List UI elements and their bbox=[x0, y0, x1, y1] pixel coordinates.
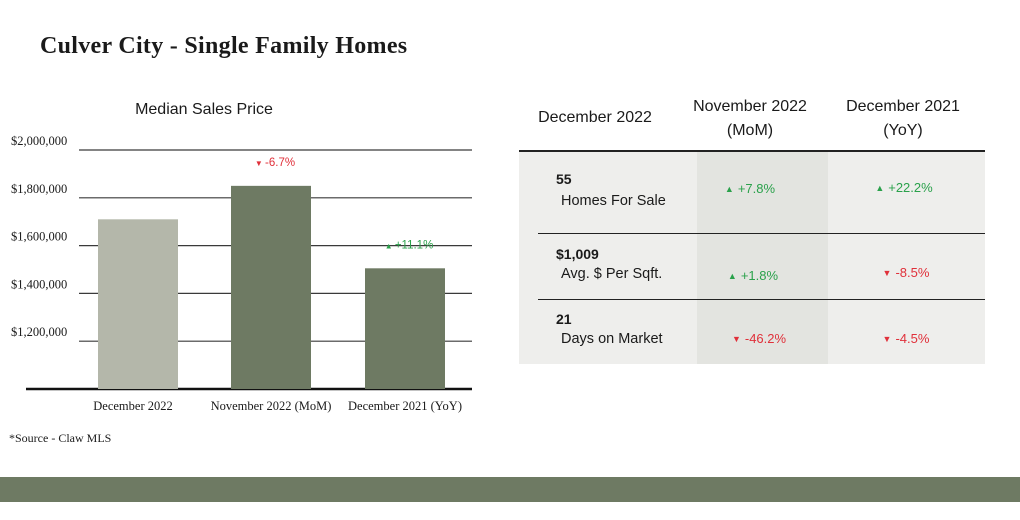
median-sales-price-chart: $2,000,000 $1,800,000 $1,600,000 $1,400,000… bbox=[11, 134, 472, 413]
down-arrow-icon: ▼ bbox=[882, 268, 892, 278]
header-line: December 2021 bbox=[846, 98, 960, 115]
row-label: Days on Market bbox=[561, 331, 663, 347]
y-tick-label: $1,600,000 bbox=[11, 230, 67, 244]
header-december-2022: December 2022 bbox=[520, 106, 670, 130]
y-tick-label: $1,800,000 bbox=[11, 182, 67, 196]
up-arrow-icon: ▲ bbox=[875, 183, 885, 193]
change-value: -4.5% bbox=[895, 331, 930, 346]
change-value: +11.1% bbox=[395, 239, 433, 251]
header-line: November 2022 bbox=[693, 98, 807, 115]
row-value: 21 bbox=[556, 311, 572, 327]
up-arrow-icon: ▲ bbox=[385, 241, 395, 250]
mom-change: ▲ +1.8% bbox=[718, 268, 788, 283]
header-november-2022-mom: November 2022 (MoM) bbox=[676, 95, 824, 143]
row-label: Avg. $ Per Sqft. bbox=[561, 266, 663, 282]
footer-band bbox=[0, 477, 1020, 502]
bar bbox=[231, 185, 311, 389]
header-line: December 2022 bbox=[538, 109, 652, 126]
down-arrow-icon: ▼ bbox=[882, 334, 892, 344]
change-annotation: ▲ +11.1% bbox=[385, 239, 434, 251]
page-title: Culver City - Single Family Homes bbox=[40, 33, 408, 59]
y-tick-label: $2,000,000 bbox=[11, 134, 67, 148]
up-arrow-icon: ▲ bbox=[724, 184, 734, 194]
change-value: -46.2% bbox=[744, 331, 787, 346]
change-value: -8.5% bbox=[895, 265, 930, 280]
bar bbox=[98, 219, 178, 389]
down-arrow-icon: ▼ bbox=[731, 334, 741, 344]
yoy-change: ▲ +22.2% bbox=[864, 180, 944, 195]
x-tick-label: December 2022 bbox=[93, 399, 172, 413]
row-value: 55 bbox=[556, 171, 572, 187]
source-note: *Source - Claw MLS bbox=[9, 431, 112, 445]
header-december-2021-yoy: December 2021 (YoY) bbox=[830, 95, 976, 143]
change-value: -6.7% bbox=[265, 157, 295, 169]
yoy-change: ▼ -8.5% bbox=[866, 265, 946, 280]
change-value: +22.2% bbox=[888, 180, 933, 195]
change-value: +7.8% bbox=[737, 181, 776, 196]
mom-column-band bbox=[697, 151, 828, 364]
row-divider bbox=[538, 299, 985, 300]
header-divider bbox=[519, 150, 985, 152]
mom-change: ▲ +7.8% bbox=[710, 181, 790, 196]
bar bbox=[365, 268, 445, 389]
row-label: Homes For Sale bbox=[561, 193, 666, 209]
row-value: $1,009 bbox=[556, 246, 599, 262]
mom-change: ▼ -46.2% bbox=[722, 331, 796, 346]
row-divider bbox=[538, 233, 985, 234]
x-tick-label: December 2021 (YoY) bbox=[348, 399, 462, 413]
header-line: (MoM) bbox=[726, 122, 774, 139]
x-tick-label: November 2022 (MoM) bbox=[211, 399, 332, 413]
change-annotation: ▼ -6.7% bbox=[255, 157, 295, 169]
yoy-change: ▼ -4.5% bbox=[866, 331, 946, 346]
down-arrow-icon: ▼ bbox=[255, 159, 265, 168]
y-tick-label: $1,400,000 bbox=[11, 277, 67, 291]
chart-title: Median Sales Price bbox=[135, 101, 273, 118]
change-value: +1.8% bbox=[740, 268, 779, 283]
up-arrow-icon: ▲ bbox=[727, 271, 737, 281]
y-tick-label: $1,200,000 bbox=[11, 325, 67, 339]
header-line: (YoY) bbox=[883, 122, 923, 139]
